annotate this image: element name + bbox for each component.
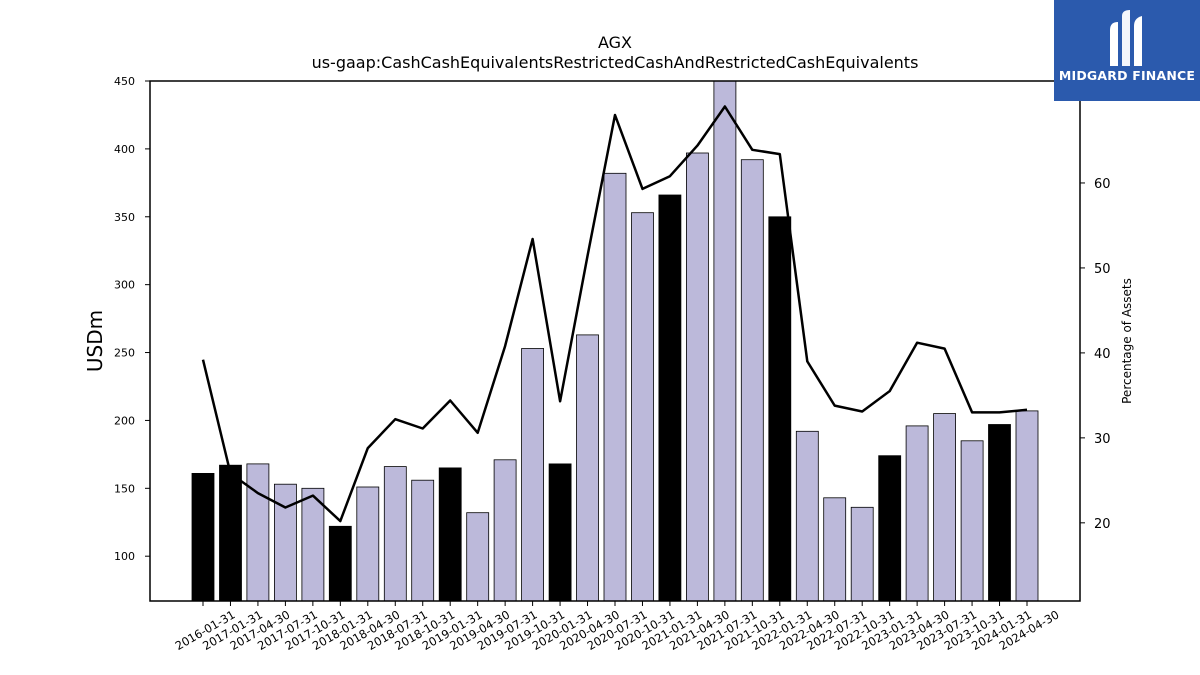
y2-tick-label: 50 xyxy=(1094,262,1111,277)
bar xyxy=(356,486,380,602)
bar xyxy=(219,464,242,602)
bar xyxy=(493,459,517,602)
logo-text: MIDGARD FINANCE xyxy=(1058,68,1196,83)
y2-tick-label: 30 xyxy=(1094,432,1111,447)
y-tick-label: 200 xyxy=(114,414,135,427)
bar xyxy=(328,525,352,602)
y-tick-label: 400 xyxy=(114,143,135,156)
bar xyxy=(686,152,709,602)
bar xyxy=(740,159,764,602)
bar xyxy=(713,80,737,602)
chart-subtitle: us-gaap:CashCashEquivalentsRestrictedCas… xyxy=(312,53,919,72)
bar xyxy=(273,483,297,602)
bar xyxy=(521,348,544,602)
bar xyxy=(850,506,874,602)
y2-tick-label: 60 xyxy=(1094,177,1111,192)
bar xyxy=(795,430,819,602)
y-tick-label: 450 xyxy=(114,75,135,88)
y2-axis: 20 30 40 50 60 xyxy=(1080,177,1111,532)
bar xyxy=(631,212,654,602)
y-tick-label: 300 xyxy=(114,279,135,292)
bar xyxy=(466,512,490,602)
bar xyxy=(905,425,929,602)
bars-layer xyxy=(191,80,1039,602)
bar xyxy=(246,463,270,602)
chart-title: AGX xyxy=(598,33,632,52)
series-line xyxy=(201,105,1028,523)
y2-axis-label: Percentage of Assets xyxy=(1120,278,1134,404)
bar xyxy=(301,487,325,602)
bar xyxy=(191,472,215,602)
y-axis-label: USDm xyxy=(83,310,107,372)
bar xyxy=(383,466,407,602)
bar xyxy=(823,497,847,602)
y2-tick-label: 20 xyxy=(1094,517,1111,532)
y-tick-label: 250 xyxy=(114,347,135,360)
y-tick-label: 100 xyxy=(114,550,135,563)
bar xyxy=(960,440,984,602)
bar xyxy=(438,467,462,602)
bar xyxy=(933,413,956,602)
midgard-logo-icon xyxy=(1110,10,1142,66)
bar xyxy=(411,479,435,602)
bar xyxy=(603,172,627,602)
bar xyxy=(768,216,792,602)
y2-tick-label: 40 xyxy=(1094,347,1111,362)
bar xyxy=(548,463,572,602)
bar xyxy=(658,194,682,602)
x-axis: 2016-01-312017-01-312017-04-302017-07-31… xyxy=(173,601,1062,653)
y-tick-label: 150 xyxy=(114,482,135,495)
brand-logo: MIDGARD FINANCE xyxy=(1054,0,1200,101)
bar xyxy=(576,334,599,602)
bar xyxy=(878,455,902,602)
y-tick-label: 350 xyxy=(114,211,135,224)
bar xyxy=(988,424,1011,602)
y-axis: 100 150 200 250 300 350 400 450 xyxy=(114,75,150,563)
bar xyxy=(1015,410,1039,602)
line-layer xyxy=(201,105,1028,523)
